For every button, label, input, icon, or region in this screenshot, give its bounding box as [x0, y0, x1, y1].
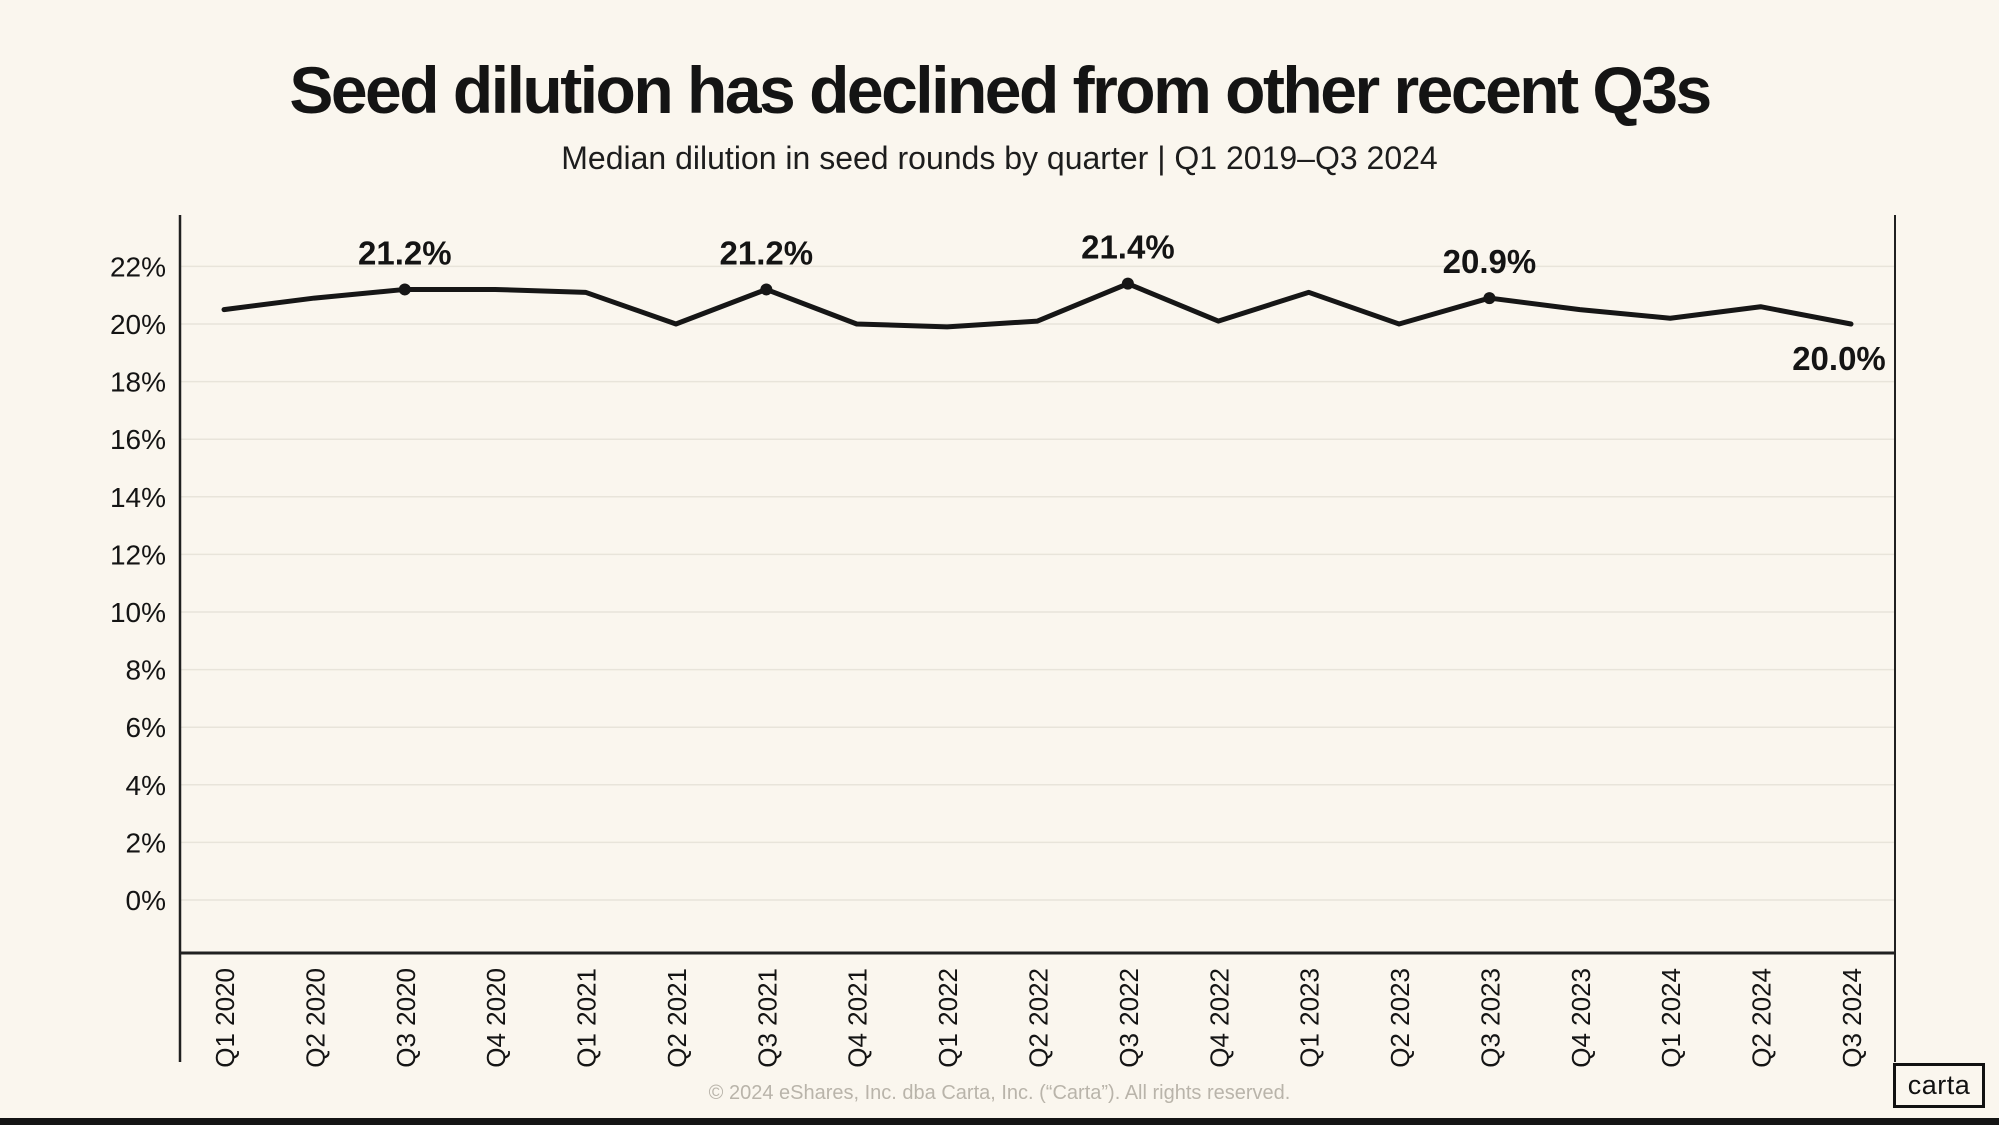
x-axis-category-label: Q2 2024	[1747, 968, 1777, 1068]
footer-copyright: © 2024 eShares, Inc. dba Carta, Inc. (“C…	[708, 1082, 1291, 1104]
y-axis-tick-label: 20%	[110, 309, 166, 340]
y-axis-tick-label: 6%	[126, 712, 166, 743]
dilution-line-series	[221, 281, 1854, 330]
data-point-label: 21.2%	[358, 234, 452, 271]
carta-logo: carta	[1893, 1063, 1985, 1108]
data-point-marker	[1121, 277, 1134, 290]
data-point-label: 20.9%	[1443, 243, 1537, 280]
x-axis-category-label: Q2 2022	[1024, 968, 1054, 1068]
x-axis-category-label: Q3 2022	[1114, 968, 1144, 1068]
data-point-label: 20.0%	[1792, 340, 1886, 377]
x-axis-category-label: Q1 2024	[1656, 968, 1686, 1068]
data-point-marker	[398, 283, 411, 296]
x-axis-category-label: Q2 2020	[300, 968, 330, 1068]
x-axis-category-label: Q4 2023	[1566, 968, 1596, 1068]
x-axis-category-label: Q3 2024	[1837, 968, 1867, 1068]
y-axis-tick-label: 10%	[110, 597, 166, 628]
data-point-label: 21.4%	[1081, 229, 1175, 266]
x-axis-category-label: Q1 2021	[572, 968, 602, 1068]
bottom-border-strip	[0, 1118, 1999, 1125]
y-axis-tick-label: 12%	[110, 539, 166, 570]
y-axis-tick-label: 14%	[110, 482, 166, 513]
chart-subtitle: Median dilution in seed rounds by quarte…	[561, 140, 1438, 176]
y-axis-tick-label: 18%	[110, 367, 166, 398]
data-point-marker	[1483, 292, 1496, 305]
x-axis-category-label: Q4 2022	[1204, 968, 1234, 1068]
x-axis-category-label: Q1 2023	[1295, 968, 1325, 1068]
x-axis-category-label: Q2 2021	[662, 968, 692, 1068]
y-axis-tick-label: 4%	[126, 770, 166, 801]
y-axis-tick-label: 16%	[110, 424, 166, 455]
x-axis-category-label: Q2 2023	[1385, 968, 1415, 1068]
x-axis-category-label: Q1 2022	[933, 968, 963, 1068]
x-axis-category-label: Q3 2020	[391, 968, 421, 1068]
x-axis-category-label: Q1 2020	[210, 968, 240, 1068]
y-axis-tick-label: 22%	[110, 251, 166, 282]
data-point-label: 21.2%	[720, 234, 814, 271]
y-axis-tick-label: 2%	[126, 827, 166, 858]
carta-logo-text: carta	[1907, 1070, 1971, 1100]
x-axis-category-label: Q4 2021	[843, 968, 873, 1068]
y-axis-tick-label: 0%	[126, 885, 166, 916]
y-axis-tick-label: 8%	[126, 655, 166, 686]
data-point-marker	[760, 283, 773, 296]
x-axis-category-label: Q4 2020	[481, 968, 511, 1068]
chart-title: Seed dilution has declined from other re…	[289, 53, 1712, 127]
x-axis-category-label: Q3 2021	[752, 968, 782, 1068]
x-axis-category-label: Q3 2023	[1475, 968, 1505, 1068]
